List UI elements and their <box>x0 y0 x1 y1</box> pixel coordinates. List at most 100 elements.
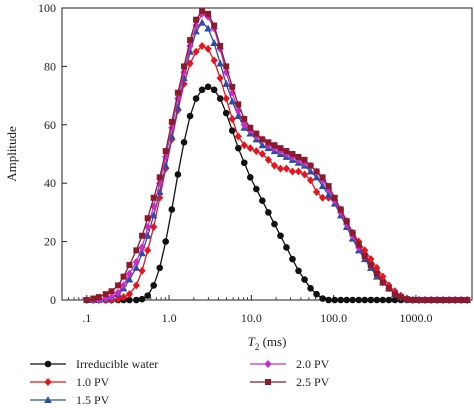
data-point-irreducible-water <box>133 296 140 304</box>
legend-marker <box>264 360 272 368</box>
legend-marker <box>44 378 52 386</box>
data-point-2-5-pv <box>452 297 459 303</box>
data-point-irreducible-water <box>204 83 212 91</box>
data-point-1-0-pv <box>198 41 206 50</box>
legend-item-2-0-pv: 2.0 PV <box>250 357 330 371</box>
data-point-irreducible-water <box>156 264 164 272</box>
axis-ticks: 0 20 40 60 80 100 .1 1.0 10.0 100.0 1000.0 <box>38 1 466 325</box>
data-point-2-5-pv <box>139 232 146 239</box>
data-point-irreducible-water <box>313 290 320 298</box>
series-line-1-0-pv <box>86 45 468 301</box>
data-point-1-5-pv <box>155 187 164 195</box>
data-point-2-0-pv <box>119 281 128 290</box>
x-tick-label: .1 <box>82 311 91 325</box>
data-point-2-5-pv <box>247 124 254 131</box>
data-point-irreducible-water <box>361 296 369 304</box>
data-point-1-0-pv <box>132 281 140 290</box>
data-point-1-0-pv <box>228 114 236 123</box>
data-point-1-0-pv <box>234 132 242 141</box>
data-point-1-5-pv <box>198 18 206 26</box>
data-point-2-5-pv <box>361 253 368 260</box>
data-point-2-5-pv <box>409 297 416 303</box>
data-point-1-5-pv <box>132 263 141 271</box>
data-point-irreducible-water <box>259 197 266 205</box>
data-point-2-0-pv <box>114 288 122 297</box>
data-point-2-5-pv <box>217 42 224 49</box>
data-point-1-0-pv <box>240 141 248 150</box>
data-point-2-5-pv <box>283 148 290 155</box>
data-point-2-0-pv <box>132 258 140 267</box>
data-point-2-0-pv <box>138 243 146 252</box>
data-point-irreducible-water <box>265 209 272 216</box>
series-line-2-5-pv <box>86 10 468 301</box>
data-point-1-5-pv <box>222 79 231 87</box>
data-point-1-0-pv <box>300 170 309 179</box>
data-point-1-0-pv <box>204 44 212 53</box>
data-point-2-5-pv <box>385 285 392 292</box>
data-point-irreducible-water <box>222 109 230 117</box>
data-point-irreducible-water <box>367 296 375 304</box>
data-point-2-5-pv <box>235 101 242 108</box>
data-point-1-5-pv <box>306 167 315 175</box>
data-point-irreducible-water <box>162 238 169 245</box>
data-point-2-5-pv <box>259 136 266 143</box>
data-point-1-0-pv <box>276 164 285 173</box>
data-point-irreducible-water <box>337 296 345 304</box>
data-point-2-5-pv <box>83 297 90 303</box>
y-tick-label: 100 <box>38 1 56 15</box>
data-point-1-0-pv <box>210 56 218 65</box>
data-point-2-5-pv <box>349 229 356 236</box>
data-point-2-0-pv <box>125 269 134 278</box>
data-point-1-5-pv <box>149 211 158 219</box>
data-point-1-5-pv <box>204 24 212 32</box>
data-point-irreducible-water <box>253 185 260 193</box>
data-point-irreducible-water <box>307 285 314 292</box>
data-point-2-5-pv <box>126 261 133 268</box>
data-point-2-5-pv <box>265 139 272 146</box>
data-point-irreducible-water <box>379 296 387 304</box>
legend-item-1-0-pv: 1.0 PV <box>30 375 110 389</box>
data-point-1-0-pv <box>252 147 260 156</box>
data-point-2-5-pv <box>464 297 471 303</box>
data-point-2-5-pv <box>156 174 163 181</box>
data-point-1-0-pv <box>270 161 279 170</box>
data-point-2-0-pv <box>107 293 116 302</box>
legend-marker <box>44 360 52 368</box>
data-point-2-5-pv <box>95 294 102 301</box>
data-point-2-5-pv <box>319 174 326 181</box>
data-point-2-5-pv <box>205 10 212 17</box>
data-point-1-0-pv <box>258 150 266 158</box>
data-point-2-5-pv <box>115 282 122 289</box>
legend-item-irreducible-water: Irreducible water <box>30 357 158 371</box>
series-1-5-pv <box>82 18 472 303</box>
legend-marker <box>44 396 52 403</box>
data-point-2-5-pv <box>181 63 188 70</box>
data-point-1-5-pv <box>324 190 333 198</box>
data-point-irreducible-water <box>168 206 176 213</box>
data-point-irreducible-water <box>144 292 151 299</box>
data-point-2-5-pv <box>367 261 374 268</box>
data-point-1-5-pv <box>234 112 243 120</box>
data-point-1-5-pv <box>258 141 267 149</box>
data-point-irreducible-water <box>246 174 254 181</box>
data-point-2-5-pv <box>144 215 151 222</box>
data-point-irreducible-water <box>235 144 242 152</box>
data-point-irreducible-water <box>277 232 284 240</box>
y-tick-label: 40 <box>44 176 56 190</box>
data-point-1-5-pv <box>312 173 321 181</box>
data-point-2-5-pv <box>211 22 218 29</box>
data-point-2-5-pv <box>223 63 230 70</box>
x-axis-title-symbol: T <box>248 334 256 349</box>
data-point-1-5-pv <box>210 39 218 47</box>
data-point-irreducible-water <box>295 267 302 275</box>
data-point-2-5-pv <box>331 194 338 201</box>
data-point-2-5-pv <box>193 16 200 23</box>
data-point-1-5-pv <box>143 231 152 239</box>
data-point-irreducible-water <box>301 276 308 283</box>
data-point-1-0-pv <box>282 164 291 173</box>
data-point-1-0-pv <box>192 47 200 56</box>
data-point-2-5-pv <box>458 297 465 303</box>
data-point-2-5-pv <box>295 153 302 160</box>
legend-label: 2.5 PV <box>296 375 330 389</box>
data-point-irreducible-water <box>289 255 296 263</box>
